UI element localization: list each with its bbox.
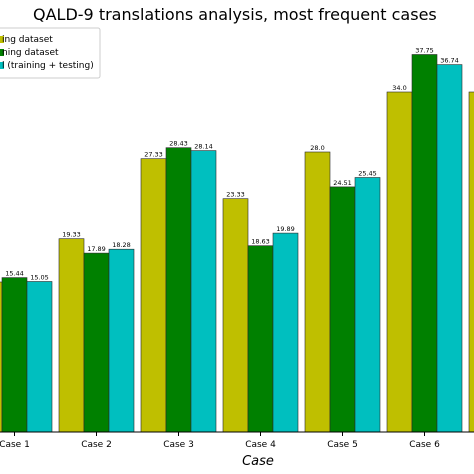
bar-2-series-2: [83, 252, 110, 433]
x-tick-label-2: Case 2: [81, 440, 112, 450]
bars-group: [0, 54, 474, 433]
legend-swatch-3: [0, 62, 4, 69]
x-tick-label-6: Case 6: [409, 440, 440, 450]
value-label-5-series-2: 24.51: [333, 179, 352, 187]
value-label-4-series-3: 19.89: [276, 225, 295, 233]
bar-5-series-3: [354, 177, 381, 433]
value-label-1-series-3: 15.05: [30, 274, 49, 282]
x-tick-label-5: Case 5: [327, 440, 358, 450]
x-tick-label-3: Case 3: [163, 440, 194, 450]
legend-label-3: l (training + testing): [2, 61, 94, 71]
bar-3-series-2: [165, 147, 192, 433]
value-label-3-series-2: 28.43: [169, 140, 188, 148]
value-label-3-series-3: 28.14: [194, 143, 213, 151]
bar-4-series-3: [272, 232, 299, 433]
value-label-6-series-2: 37.75: [415, 47, 434, 55]
bar-6-series-3: [436, 64, 463, 433]
value-label-3-series-1: 27.33: [144, 151, 163, 159]
bar-3-series-3: [190, 150, 217, 433]
bar-1-series-3: [26, 281, 53, 433]
bar-6-series-2: [411, 54, 438, 433]
legend-label-1: ing dataset: [2, 35, 53, 45]
value-label-6-series-3: 36.74: [440, 57, 459, 65]
bar-5-series-2: [329, 186, 356, 433]
legend: ing dataset ning dataset l (training + tes…: [0, 27, 101, 79]
bar-6-series-1: [386, 91, 413, 433]
legend-swatch-2: [0, 49, 4, 56]
value-label-5-series-3: 25.45: [358, 170, 377, 178]
x-tick-label-1: Case 1: [0, 440, 30, 450]
value-label-4-series-1: 23.33: [226, 191, 245, 199]
x-axis-label: Case: [242, 454, 274, 469]
value-label-2-series-3: 18.28: [112, 241, 131, 249]
chart-title: QALD-9 translations analysis, most frequ…: [33, 5, 437, 24]
bar-1-series-2: [1, 277, 28, 433]
value-label-6-series-1: 34.0: [392, 84, 406, 92]
value-label-2-series-2: 17.89: [87, 245, 106, 253]
legend-label-2: ning dataset: [2, 48, 59, 58]
bar-5-series-1: [304, 151, 331, 433]
value-label-1-series-2: 15.44: [5, 270, 24, 278]
bar-4-series-2: [247, 245, 274, 433]
value-labels-group: 15.44 15.05 19.33 17.89 18.28 27.33 28.43 28.14…: [5, 47, 459, 282]
x-tick-label-4: Case 4: [245, 440, 276, 450]
bar-3-series-1: [140, 158, 167, 433]
bar-4-series-1: [222, 198, 249, 433]
value-label-4-series-2: 18.63: [251, 238, 270, 246]
legend-frame: [0, 27, 101, 79]
value-label-5-series-1: 28.0: [310, 144, 324, 152]
bar-2-series-3: [108, 248, 135, 433]
legend-swatch-1: [0, 36, 4, 43]
bar-7-series-1: [468, 91, 474, 433]
value-label-2-series-1: 19.33: [62, 231, 81, 239]
bar-2-series-1: [58, 238, 85, 433]
